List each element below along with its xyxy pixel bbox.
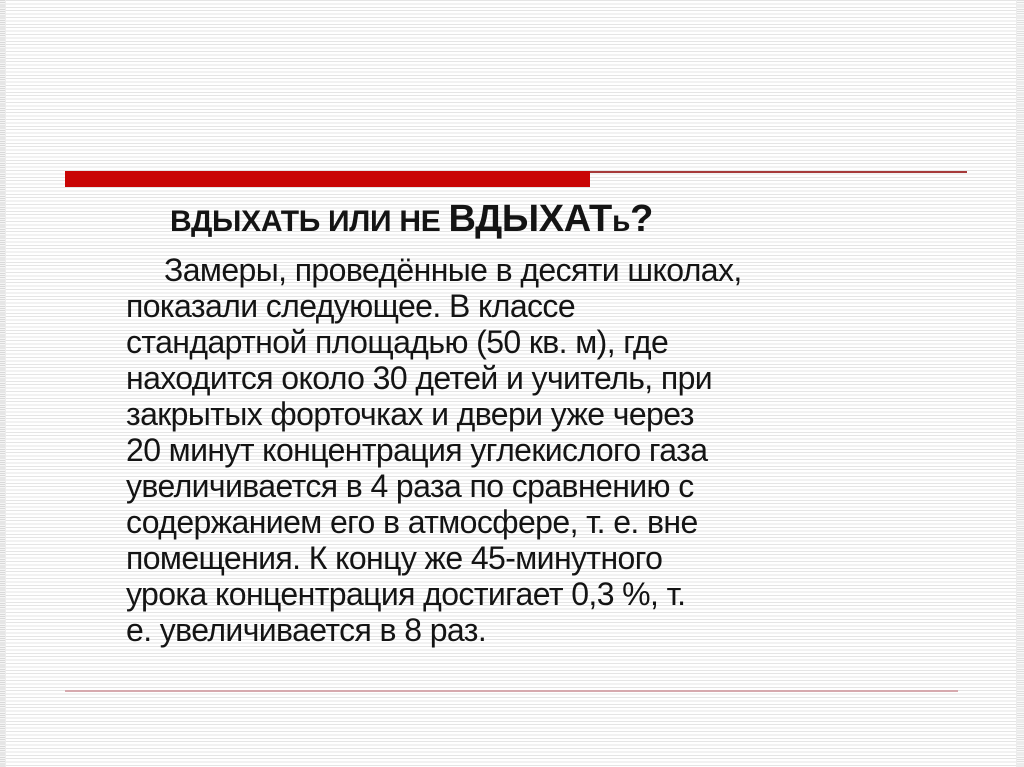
- body-text-line: Замеры, проведённые в десяти школах,: [164, 252, 742, 288]
- body-text-line: находится около 30 детей и учитель, при: [126, 360, 713, 396]
- slide-body-text: Замеры, проведённые в десяти школах, пок…: [126, 252, 956, 648]
- body-text-line: помещения. К концу же 45-минутного: [126, 540, 663, 576]
- body-text-line: урока концентрация достигает 0,3 %, т.: [126, 576, 686, 612]
- slide-title-segment: ь: [611, 205, 631, 238]
- body-text-line: показали следующее. В классе: [126, 288, 576, 324]
- body-text-line: содержанием его в атмосфере, т. е. вне: [126, 504, 698, 540]
- body-text-line: закрытых форточках и двери уже через: [126, 396, 694, 432]
- body-text-line: увеличивается в 4 раза по сравнению с: [126, 468, 694, 504]
- slide-title: ВДЫХАТЬ ИЛИ НЕ ВДЫХАТь?: [170, 198, 970, 241]
- body-text-line: 20 минут концентрация углекислого газа: [126, 432, 708, 468]
- body-text-line: е. увеличивается в 8 раз.: [126, 612, 487, 648]
- slide-title-segment: ВДЫХАТЬ ИЛИ НЕ: [170, 205, 449, 238]
- slide-title-segment: ВДЫХАТ: [448, 198, 612, 240]
- body-text-line: стандартной площадью (50 кв. м), где: [126, 324, 669, 360]
- footer-divider-line: [65, 690, 958, 692]
- title-accent-thin-line: [590, 171, 967, 173]
- right-edge-stripe-ornament: [1016, 0, 1024, 767]
- slide-title-segment: ?: [630, 198, 654, 240]
- title-accent-bar: [65, 171, 590, 187]
- left-edge-stripe-ornament: [0, 0, 6, 767]
